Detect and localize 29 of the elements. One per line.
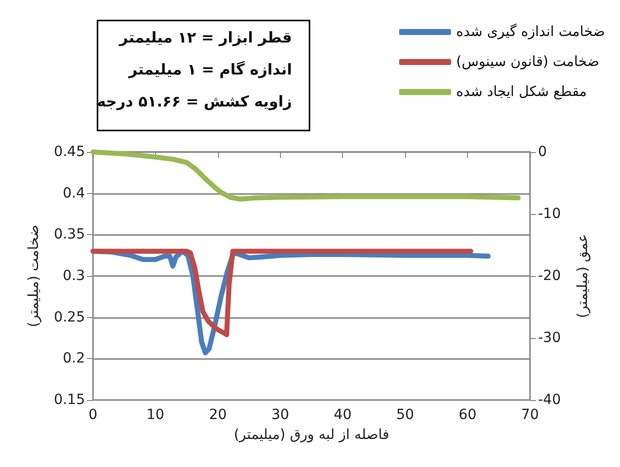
y-tick-label: 0.35 [54, 226, 85, 243]
x-axis-title: فاصله از لبه ورق (میلیمتر) [234, 427, 390, 443]
y-tick-label: 0.25 [54, 309, 85, 326]
x-tick-label: 10 [146, 407, 164, 423]
text: قطر ابزار = ۱۲ میلیمتر [118, 28, 292, 46]
x-tick-label: 70 [521, 407, 539, 423]
y2-tick-label: -30 [538, 330, 561, 346]
y-tick-label: 0.45 [54, 144, 85, 160]
y-tick-label: 0.15 [54, 392, 85, 408]
text: اندازه گام = ۱ میلیمتر [128, 60, 292, 78]
legend-label: ضخامت (قانون سینوس) [456, 54, 600, 70]
y-tick-label: 0.3 [62, 268, 85, 284]
x-tick-label: 40 [334, 407, 352, 423]
legend-label: ضخامت اندازه گیری شده [456, 23, 606, 40]
y-axis-title: ضخامت (میلیمتر) [26, 224, 42, 328]
y2-tick-label: -20 [538, 268, 561, 284]
x-tick-label: 0 [88, 407, 98, 423]
x-tick-label: 20 [208, 407, 227, 423]
x-tick-label: 30 [271, 407, 290, 423]
y-tick-label: 0.4 [62, 185, 86, 202]
y2-tick-label: -10 [538, 206, 561, 222]
y2-tick-label: -40 [538, 392, 561, 408]
x-tick-label: 60 [458, 407, 476, 423]
text: زاویه کشش = ۵۱.۶۶ درجه [96, 92, 292, 110]
x-tick-label: 50 [396, 407, 414, 423]
y-tick-label: 0.2 [62, 350, 85, 367]
y2-tick-label: 0 [538, 144, 547, 160]
y2-axis-title: عمق (میلیمتر) [575, 234, 591, 318]
legend-label: مقطع شکل ایجاد شده [456, 84, 587, 100]
